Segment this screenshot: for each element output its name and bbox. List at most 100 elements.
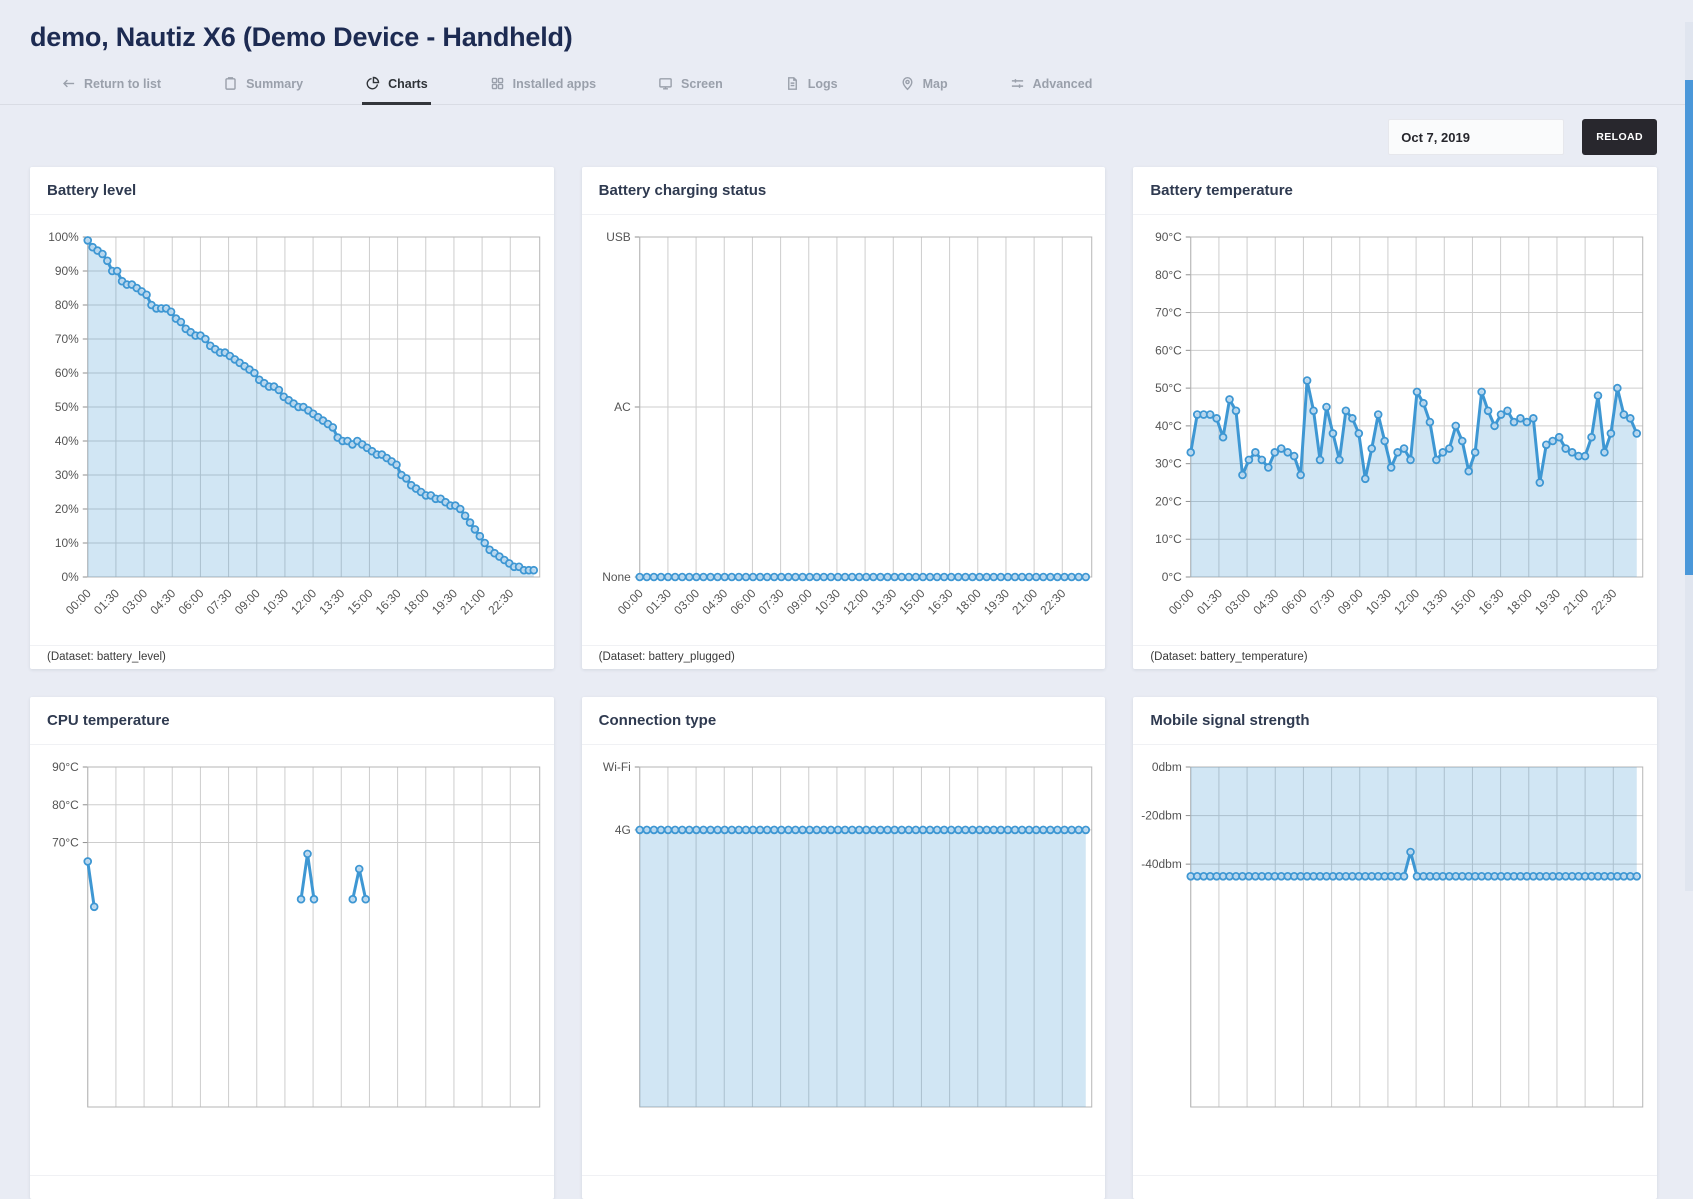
svg-text:AC: AC <box>614 400 631 414</box>
svg-text:22:30: 22:30 <box>485 586 516 617</box>
svg-text:21:00: 21:00 <box>1009 586 1040 617</box>
chart-card-header: Mobile signal strength <box>1133 697 1657 745</box>
chart-dataset-caption <box>581 1175 1106 1199</box>
chart-title: Battery charging status <box>598 182 767 199</box>
svg-text:22:30: 22:30 <box>1589 586 1620 617</box>
svg-text:-40dbm: -40dbm <box>1142 857 1183 871</box>
svg-text:60°C: 60°C <box>1155 343 1182 357</box>
chart-connection-type: Wi-Fi 4G <box>603 760 1092 1108</box>
charts-grid: Battery level 100% 90% 80% 70% 60% 50% 40% 30% 2… <box>0 155 1693 1199</box>
tab-charts[interactable]: Charts <box>362 65 431 105</box>
svg-text:20°C: 20°C <box>1155 494 1182 508</box>
svg-text:13:30: 13:30 <box>868 586 899 617</box>
svg-text:70%: 70% <box>55 332 79 346</box>
tab-advanced[interactable]: Advanced <box>1007 65 1096 105</box>
svg-text:90%: 90% <box>55 264 79 278</box>
svg-text:40°C: 40°C <box>1155 419 1182 433</box>
page-title: demo, Nautiz X6 (Demo Device - Handheld) <box>30 22 573 52</box>
svg-text:19:30: 19:30 <box>981 586 1012 617</box>
svg-text:06:00: 06:00 <box>727 586 758 617</box>
screen-icon <box>659 78 672 90</box>
svg-text:20%: 20% <box>55 502 79 516</box>
chart-card-cpu-temperature: CPU temperature 90°C 80°C 70°C <box>30 697 554 1199</box>
svg-text:04:30: 04:30 <box>1251 586 1282 617</box>
svg-text:00:00: 00:00 <box>614 586 645 617</box>
date-input[interactable] <box>1388 119 1565 155</box>
svg-text:15:00: 15:00 <box>1448 586 1479 617</box>
reload-button[interactable]: RELOAD <box>1582 119 1657 155</box>
svg-text:04:30: 04:30 <box>699 586 730 617</box>
svg-text:15:00: 15:00 <box>345 586 376 617</box>
chart-dataset-caption: (Dataset: battery_level) <box>30 645 554 669</box>
svg-text:70°C: 70°C <box>52 836 79 850</box>
tab-label: Screen <box>681 76 723 91</box>
svg-text:15:00: 15:00 <box>896 586 927 617</box>
tab-bar: Return to list Summary Charts Installed app… <box>0 65 1693 105</box>
svg-text:13:30: 13:30 <box>1420 586 1451 617</box>
tab-installed-apps[interactable]: Installed apps <box>487 65 599 105</box>
chart-card-header: CPU temperature <box>30 697 554 745</box>
svg-text:16:30: 16:30 <box>373 586 404 617</box>
svg-text:01:30: 01:30 <box>91 586 122 617</box>
svg-text:12:00: 12:00 <box>840 586 871 617</box>
svg-text:50°C: 50°C <box>1155 381 1182 395</box>
svg-text:30°C: 30°C <box>1155 457 1182 471</box>
chart-battery-temperature: 90°C 80°C 70°C 60°C 50°C 40°C 30°C 20°C 10°C 0°C 0… <box>1155 230 1644 617</box>
tab-return-to-list[interactable]: Return to list <box>58 65 164 105</box>
toolbar: RELOAD <box>0 119 1657 155</box>
svg-text:07:30: 07:30 <box>755 586 786 617</box>
tab-label: Charts <box>388 76 428 91</box>
svg-text:80°C: 80°C <box>1155 268 1182 282</box>
chart-card-header: Connection type <box>581 697 1106 745</box>
tab-summary[interactable]: Summary <box>220 65 306 105</box>
advanced-icon <box>1011 79 1023 88</box>
svg-text:22:30: 22:30 <box>1037 586 1068 617</box>
svg-text:40%: 40% <box>55 434 79 448</box>
svg-text:03:00: 03:00 <box>119 586 150 617</box>
svg-text:0°C: 0°C <box>1162 570 1182 584</box>
installed-apps-icon <box>491 77 503 90</box>
svg-text:00:00: 00:00 <box>1166 586 1197 617</box>
chart-title: Connection type <box>598 712 717 729</box>
svg-text:13:30: 13:30 <box>316 586 347 617</box>
scrollbar-thumb[interactable] <box>1685 80 1693 575</box>
svg-text:18:00: 18:00 <box>1504 586 1535 617</box>
tab-screen[interactable]: Screen <box>655 65 726 105</box>
chart-canvas: 100% 90% 80% 70% 60% 50% 40% 30% 20% 10% 0% 00:00 01… <box>30 215 554 645</box>
svg-text:06:00: 06:00 <box>1279 586 1310 617</box>
chart-card-connection-type: Connection type Wi-Fi 4G <box>581 697 1106 1199</box>
logs-icon <box>787 77 797 90</box>
svg-text:18:00: 18:00 <box>953 586 984 617</box>
svg-text:16:30: 16:30 <box>924 586 955 617</box>
svg-text:18:00: 18:00 <box>401 586 432 617</box>
chart-card-battery-charging-status: Battery charging status USB AC None 00:00 01… <box>581 167 1106 669</box>
chart-canvas: USB AC None 00:00 01:30 03:00 04:30 06:00 07:30 0… <box>582 215 1106 645</box>
tab-map[interactable]: Map <box>897 65 951 105</box>
chart-title: Mobile signal strength <box>1150 712 1310 729</box>
svg-text:80%: 80% <box>55 298 79 312</box>
tab-label: Summary <box>246 76 304 91</box>
svg-text:USB: USB <box>606 230 631 244</box>
tab-label: Advanced <box>1032 76 1093 91</box>
chart-card-header: Battery charging status <box>581 167 1106 215</box>
svg-text:03:00: 03:00 <box>671 586 702 617</box>
svg-text:10%: 10% <box>55 536 79 550</box>
svg-text:19:30: 19:30 <box>429 586 460 617</box>
svg-text:01:30: 01:30 <box>643 586 674 617</box>
tab-logs[interactable]: Logs <box>782 65 841 105</box>
svg-text:Wi-Fi: Wi-Fi <box>603 760 631 774</box>
svg-text:09:00: 09:00 <box>784 586 815 617</box>
chart-cpu-temperature: 90°C 80°C 70°C <box>52 760 541 1108</box>
chart-battery-level: 100% 90% 80% 70% 60% 50% 40% 30% 20% 10% 0% 00:0001… <box>48 230 541 617</box>
svg-text:0%: 0% <box>62 570 80 584</box>
chart-mobile-signal-strength: 0dbm -20dbm -40dbm <box>1142 760 1644 1108</box>
chart-card-mobile-signal-strength: Mobile signal strength 0dbm -20dbm -40dbm <box>1133 697 1657 1199</box>
svg-text:04:30: 04:30 <box>147 586 178 617</box>
svg-text:10:30: 10:30 <box>812 586 843 617</box>
svg-text:21:00: 21:00 <box>1561 586 1592 617</box>
chart-canvas: 90°C 80°C 70°C <box>30 745 554 1175</box>
tab-label: Logs <box>807 76 838 91</box>
tab-label: Map <box>922 76 948 91</box>
chart-dataset-caption: (Dataset: battery_plugged) <box>581 645 1106 669</box>
svg-text:60%: 60% <box>55 366 79 380</box>
